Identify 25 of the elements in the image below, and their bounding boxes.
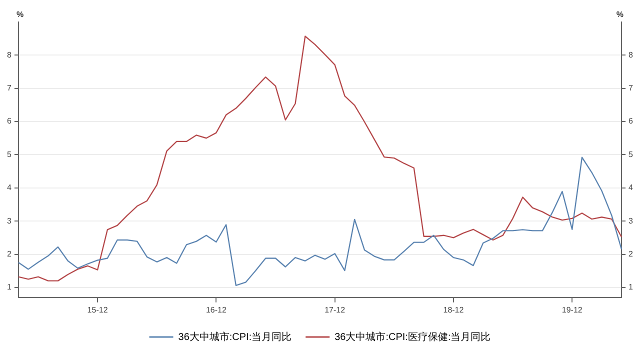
- x-tick-label: 19-12: [562, 305, 583, 314]
- y-tick-label: 2: [6, 249, 12, 258]
- y-axis-title: %: [16, 10, 24, 20]
- y2-axis-title: %: [616, 10, 624, 20]
- x-tick-label: 15-12: [87, 305, 108, 314]
- y-tick-label: 7: [6, 84, 12, 93]
- x-tick-label: 18-12: [443, 305, 464, 314]
- x-tick-label: 17-12: [324, 305, 346, 314]
- y2-tick-label: 7: [628, 84, 634, 93]
- y-tick-label: 5: [6, 150, 12, 159]
- y-tick-label: 3: [6, 216, 12, 226]
- legend-label: 36大中城市:CPI:当月同比: [178, 330, 292, 343]
- y2-tick-label: 3: [628, 216, 634, 226]
- y2-tick-label: 2: [628, 249, 634, 258]
- y-tick-label: 8: [6, 50, 12, 60]
- legend-label: 36大中城市:CPI:医疗保健:当月同比: [334, 330, 491, 343]
- y-tick-label: 1: [6, 282, 12, 292]
- y-tick-label: 4: [6, 183, 12, 192]
- y2-tick-label: 1: [628, 282, 634, 292]
- x-tick-label: 16-12: [206, 305, 227, 314]
- y2-tick-label: 4: [628, 183, 634, 192]
- y2-tick-label: 6: [628, 116, 634, 126]
- y-tick-label: 6: [6, 116, 12, 126]
- y2-tick-label: 5: [628, 150, 634, 159]
- y2-tick-label: 8: [628, 50, 634, 60]
